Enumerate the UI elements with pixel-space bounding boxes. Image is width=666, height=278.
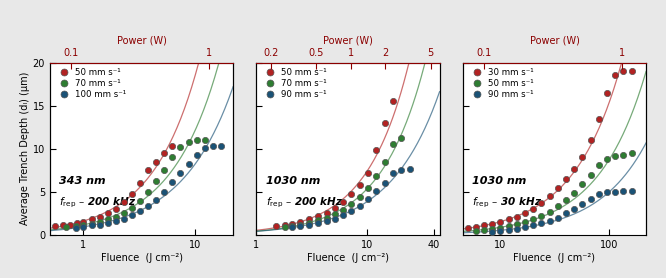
X-axis label: Power (W): Power (W): [323, 36, 373, 46]
X-axis label: Power (W): Power (W): [117, 36, 166, 46]
X-axis label: Fluence  (J cm⁻²): Fluence (J cm⁻²): [101, 252, 182, 262]
Text: 1030 nm: 1030 nm: [266, 176, 320, 186]
Y-axis label: Average Trench Depth (dₗ) (μm): Average Trench Depth (dₗ) (μm): [20, 72, 30, 225]
Text: $f_{\rm rep}$ – 30 kHz: $f_{\rm rep}$ – 30 kHz: [472, 195, 542, 210]
Text: $f_{\rm rep}$ – 200 kHz: $f_{\rm rep}$ – 200 kHz: [266, 195, 343, 210]
Text: $f_{\rm rep}$ – 200 kHz: $f_{\rm rep}$ – 200 kHz: [59, 195, 137, 210]
Legend: 30 mm s⁻¹, 50 mm s⁻¹, 90 mm s⁻¹: 30 mm s⁻¹, 50 mm s⁻¹, 90 mm s⁻¹: [466, 66, 535, 101]
X-axis label: Fluence  (J cm⁻²): Fluence (J cm⁻²): [513, 252, 595, 262]
Legend: 50 mm s⁻¹, 70 mm s⁻¹, 90 mm s⁻¹: 50 mm s⁻¹, 70 mm s⁻¹, 90 mm s⁻¹: [260, 66, 329, 101]
X-axis label: Power (W): Power (W): [529, 36, 579, 46]
Text: 343 nm: 343 nm: [59, 176, 106, 186]
X-axis label: Fluence  (J cm⁻²): Fluence (J cm⁻²): [307, 252, 389, 262]
Legend: 50 mm s⁻¹, 70 mm s⁻¹, 100 mm s⁻¹: 50 mm s⁻¹, 70 mm s⁻¹, 100 mm s⁻¹: [53, 66, 128, 101]
Text: 1030 nm: 1030 nm: [472, 176, 526, 186]
